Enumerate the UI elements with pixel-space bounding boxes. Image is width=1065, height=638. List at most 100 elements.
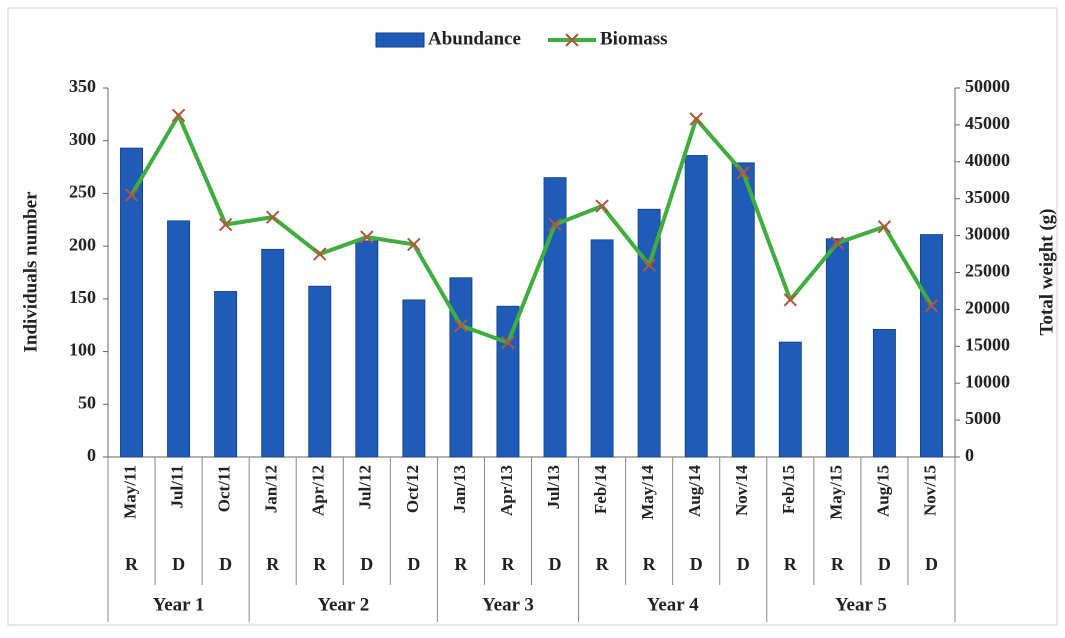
x-tick-label: Oct/12 <box>403 465 422 513</box>
bar <box>872 329 896 458</box>
bar <box>920 234 943 458</box>
bar <box>825 238 849 458</box>
season-label: R <box>313 554 327 574</box>
x-tick-label: May/14 <box>638 465 657 520</box>
year-label: Year 2 <box>317 594 369 615</box>
y2-tick-label: 35000 <box>965 187 1010 207</box>
marker <box>171 108 186 123</box>
x-tick-label: May/15 <box>826 465 845 520</box>
y2-tick-label: 50000 <box>965 76 1010 96</box>
x-tick-label: Jan/12 <box>262 465 281 513</box>
legend-label: Abundance <box>428 28 521 49</box>
marker <box>407 237 421 252</box>
bar <box>496 305 520 458</box>
chart-frame <box>7 7 1058 626</box>
bar <box>120 147 143 458</box>
x-tick-label: Jul/13 <box>544 465 563 509</box>
y2-tick-label: 45000 <box>965 113 1010 133</box>
season-label: D <box>737 554 750 574</box>
y-tick-label: 100 <box>69 340 96 360</box>
x-tick-label: Feb/14 <box>591 465 610 515</box>
y2-tick-label: 0 <box>965 445 974 465</box>
y-tick-label: 150 <box>69 287 96 307</box>
bar <box>214 291 238 458</box>
y2-axis-title: Total weight (g) <box>1036 208 1057 335</box>
marker <box>218 217 233 232</box>
x-tick-label: Aug/14 <box>685 465 704 517</box>
y-tick-label: 200 <box>69 234 96 254</box>
marker <box>265 210 280 224</box>
y2-tick-label: 20000 <box>965 298 1010 318</box>
marker <box>548 217 562 232</box>
x-tick-label: Apr/13 <box>497 465 516 516</box>
x-tick-label: May/11 <box>120 465 139 519</box>
y2-tick-label: 10000 <box>965 371 1010 391</box>
marker <box>642 258 656 272</box>
x-tick-label: Jul/12 <box>356 465 375 509</box>
marker <box>830 236 845 250</box>
season-label: D <box>690 554 703 574</box>
season-label: R <box>784 554 798 574</box>
marker <box>454 318 468 333</box>
y-tick-label: 350 <box>69 76 96 96</box>
season-label: R <box>831 554 845 574</box>
y-tick-label: 50 <box>78 392 96 412</box>
year-label: Year 5 <box>835 594 887 615</box>
bar <box>308 285 332 458</box>
season-label: R <box>596 554 610 574</box>
legend-swatch <box>375 32 425 48</box>
season-label: R <box>501 554 515 574</box>
marker <box>736 166 750 180</box>
bar <box>355 240 379 458</box>
marker <box>877 220 892 234</box>
bar <box>731 162 755 458</box>
marker <box>595 199 609 213</box>
bar <box>778 341 802 458</box>
season-label: R <box>266 554 280 574</box>
x-tick-label: Nov/14 <box>732 465 751 517</box>
year-label: Year 1 <box>153 594 205 615</box>
marker <box>313 247 327 261</box>
marker <box>689 112 703 126</box>
bar <box>449 277 473 458</box>
bar <box>167 220 191 458</box>
bar <box>402 299 426 458</box>
legend-marker <box>565 33 579 47</box>
x-tick-label: Apr/12 <box>309 465 328 516</box>
x-tick-label: Aug/15 <box>873 465 892 517</box>
y2-tick-label: 40000 <box>965 150 1010 170</box>
season-label: D <box>878 554 891 574</box>
marker <box>924 299 939 313</box>
season-label: D <box>925 554 938 574</box>
marker <box>360 230 374 244</box>
year-label: Year 3 <box>482 594 534 615</box>
season-label: D <box>549 554 562 574</box>
season-label: R <box>643 554 657 574</box>
y2-tick-label: 25000 <box>965 261 1010 281</box>
marker <box>501 335 515 350</box>
y2-tick-label: 30000 <box>965 224 1010 244</box>
y-tick-label: 0 <box>87 445 96 465</box>
y2-tick-label: 15000 <box>965 334 1010 354</box>
x-tick-label: Nov/15 <box>920 465 939 516</box>
bar <box>684 155 708 458</box>
x-tick-label: Oct/11 <box>215 465 234 512</box>
year-label: Year 4 <box>647 594 699 615</box>
season-label: D <box>407 554 420 574</box>
line <box>129 113 934 345</box>
y-tick-label: 250 <box>69 182 96 202</box>
bar <box>590 239 614 458</box>
marker <box>783 293 798 307</box>
season-label: D <box>219 554 232 574</box>
x-tick-label: Jul/11 <box>167 465 186 508</box>
bar <box>261 248 285 458</box>
y-axis-title: Individuals number <box>20 191 41 353</box>
season-label: D <box>360 554 373 574</box>
x-tick-label: Feb/15 <box>779 465 798 514</box>
x-tick-label: Jan/13 <box>450 465 469 513</box>
bar <box>543 177 567 458</box>
season-label: R <box>454 554 468 574</box>
marker <box>124 188 139 202</box>
season-label: R <box>125 554 139 574</box>
